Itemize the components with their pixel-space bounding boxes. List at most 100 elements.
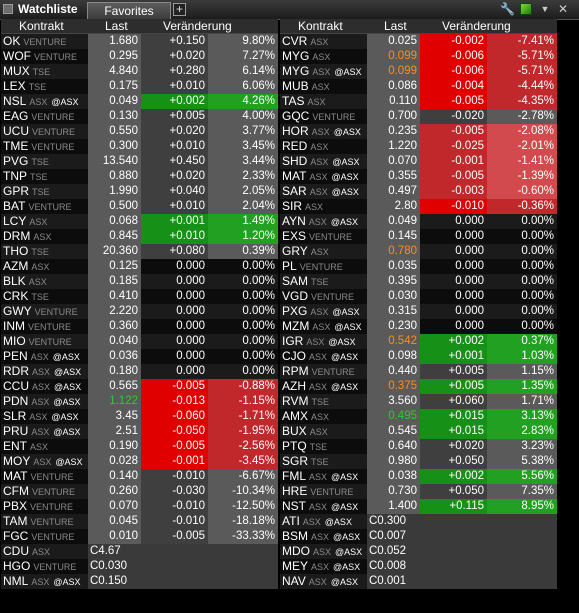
contract-cell[interactable]: BUX ASX xyxy=(280,424,367,439)
table-row[interactable]: NST ASX @ASX 1.400 +0.115 8.95% xyxy=(280,499,557,514)
table-row[interactable]: AYN ASX @ASX 0.049 0.000 0.00% xyxy=(280,214,557,229)
table-row[interactable]: EAG VENTURE 0.130 +0.005 4.00% xyxy=(1,109,278,124)
contract-cell[interactable]: LEX TSE xyxy=(1,79,88,94)
table-row[interactable]: DRM ASX 0.845 +0.010 1.20% xyxy=(1,229,278,244)
table-row[interactable]: MAT ASX @ASX 0.355 -0.005 -1.39% xyxy=(280,169,557,184)
table-row[interactable]: RDR ASX @ASX 0.180 0.000 0.00% xyxy=(1,364,278,379)
contract-cell[interactable]: TAS ASX xyxy=(280,94,367,109)
contract-cell[interactable]: RPM VENTURE xyxy=(280,364,367,379)
table-row[interactable]: CDU ASX C4.67 xyxy=(1,544,278,559)
contract-cell[interactable]: PL VENTURE xyxy=(280,259,367,274)
contract-cell[interactable]: HRE VENTURE xyxy=(280,484,367,499)
contract-cell[interactable]: SGR TSE xyxy=(280,454,367,469)
table-row[interactable]: LCY ASX 0.068 +0.001 1.49% xyxy=(1,214,278,229)
table-row[interactable]: PVG TSE 13.540 +0.450 3.44% xyxy=(1,154,278,169)
contract-cell[interactable]: PVG TSE xyxy=(1,154,88,169)
contract-cell[interactable]: LCY ASX xyxy=(1,214,88,229)
contract-cell[interactable]: SAM TSE xyxy=(280,274,367,289)
contract-cell[interactable]: INM VENTURE xyxy=(1,319,88,334)
contract-cell[interactable]: THO TSE xyxy=(1,244,88,259)
table-row[interactable]: THO TSE 20.360 +0.080 0.39% xyxy=(1,244,278,259)
table-row[interactable]: HOR ASX @ASX 0.235 -0.005 -2.08% xyxy=(280,124,557,139)
table-row[interactable]: RVM TSE 3.560 +0.060 1.71% xyxy=(280,394,557,409)
wrench-icon[interactable]: 🔧 xyxy=(500,2,515,16)
window-menu-icon[interactable] xyxy=(3,4,13,14)
contract-cell[interactable]: AZM ASX xyxy=(1,259,88,274)
contract-cell[interactable]: AMX ASX xyxy=(280,409,367,424)
contract-cell[interactable]: GPR TSE xyxy=(1,184,88,199)
contract-cell[interactable]: RDR ASX @ASX xyxy=(1,364,88,379)
contract-cell[interactable]: PBX VENTURE xyxy=(1,499,88,514)
table-row[interactable]: PEN ASX @ASX 0.036 0.000 0.00% xyxy=(1,349,278,364)
table-row[interactable]: SAR ASX @ASX 0.497 -0.003 -0.60% xyxy=(280,184,557,199)
table-row[interactable]: MOY ASX @ASX 0.028 -0.001 -3.45% xyxy=(1,454,278,469)
table-row[interactable]: CRK TSE 0.410 0.000 0.00% xyxy=(1,289,278,304)
table-row[interactable]: MYG ASX 0.099 -0.006 -5.71% xyxy=(280,49,557,64)
table-row[interactable]: ATI ASX @ASX C0.300 xyxy=(280,514,557,529)
tab-favorites[interactable]: Favorites xyxy=(87,2,171,19)
table-row[interactable]: MUB ASX 0.086 -0.004 -4.44% xyxy=(280,79,557,94)
contract-cell[interactable]: PXG ASX @ASX xyxy=(280,304,367,319)
contract-cell[interactable]: MZM ASX @ASX xyxy=(280,319,367,334)
contract-cell[interactable]: AZH ASX @ASX xyxy=(280,379,367,394)
table-row[interactable]: AZH ASX @ASX 0.375 +0.005 1.35% xyxy=(280,379,557,394)
table-row[interactable]: MUX TSE 4.840 +0.280 6.14% xyxy=(1,64,278,79)
contract-cell[interactable]: MIO VENTURE xyxy=(1,334,88,349)
contract-cell[interactable]: MYG ASX @ASX xyxy=(280,64,367,79)
contract-cell[interactable]: MAT VENTURE xyxy=(1,469,88,484)
table-row[interactable]: MAT VENTURE 0.140 -0.010 -6.67% xyxy=(1,469,278,484)
contract-cell[interactable]: MUB ASX xyxy=(280,79,367,94)
table-row[interactable]: RED ASX 1.220 -0.025 -2.01% xyxy=(280,139,557,154)
close-icon[interactable]: ✕ xyxy=(557,2,569,16)
table-row[interactable]: PTQ TSE 0.640 +0.020 3.23% xyxy=(280,439,557,454)
contract-cell[interactable]: ATI ASX @ASX xyxy=(280,514,367,529)
table-row[interactable]: CCU ASX @ASX 0.565 -0.005 -0.88% xyxy=(1,379,278,394)
table-row[interactable]: CVR ASX 0.025 -0.002 -7.41% xyxy=(280,34,557,49)
table-row[interactable]: HGO VENTURE C0.030 xyxy=(1,559,278,574)
header-contract[interactable]: Kontrakt xyxy=(19,19,64,33)
contract-cell[interactable]: IGR ASX @ASX xyxy=(280,334,367,349)
contract-cell[interactable]: FGC VENTURE xyxy=(1,529,88,544)
contract-cell[interactable]: RED ASX xyxy=(280,139,367,154)
table-row[interactable]: VGD VENTURE 0.030 0.000 0.00% xyxy=(280,289,557,304)
add-tab-button[interactable]: + xyxy=(173,3,186,16)
table-row[interactable]: GWY VENTURE 2.220 0.000 0.00% xyxy=(1,304,278,319)
contract-cell[interactable]: MAT ASX @ASX xyxy=(280,169,367,184)
table-row[interactable]: TME VENTURE 0.300 +0.010 3.45% xyxy=(1,139,278,154)
header-change[interactable]: Veränderung xyxy=(163,19,232,33)
table-row[interactable]: WOF VENTURE 0.295 +0.020 7.27% xyxy=(1,49,278,64)
table-row[interactable]: CJO ASX @ASX 0.098 +0.001 1.03% xyxy=(280,349,557,364)
contract-cell[interactable]: CDU ASX xyxy=(1,544,88,559)
table-row[interactable]: MDO ASX @ASX C0.052 xyxy=(280,544,557,559)
contract-cell[interactable]: BAT VENTURE xyxy=(1,199,88,214)
table-row[interactable]: NML ASX @ASX C0.150 xyxy=(1,574,278,589)
header-change[interactable]: Veränderung xyxy=(442,19,511,33)
contract-cell[interactable]: SAR ASX @ASX xyxy=(280,184,367,199)
contract-cell[interactable]: GWY VENTURE xyxy=(1,304,88,319)
table-row[interactable]: SIR ASX 2.80 -0.010 -0.36% xyxy=(280,199,557,214)
table-row[interactable]: IGR ASX @ASX 0.542 +0.002 0.37% xyxy=(280,334,557,349)
contract-cell[interactable]: MEY ASX @ASX xyxy=(280,559,367,574)
contract-cell[interactable]: BSM ASX @ASX xyxy=(280,529,367,544)
table-row[interactable]: OK VENTURE 1.680 +0.150 9.80% xyxy=(1,34,278,49)
table-row[interactable]: CFM VENTURE 0.260 -0.030 -10.34% xyxy=(1,484,278,499)
contract-cell[interactable]: EXS VENTURE xyxy=(280,229,367,244)
table-row[interactable]: SAM TSE 0.395 0.000 0.00% xyxy=(280,274,557,289)
table-row[interactable]: GRY ASX 0.780 0.000 0.00% xyxy=(280,244,557,259)
table-row[interactable]: PRU ASX @ASX 2.51 -0.050 -1.95% xyxy=(1,424,278,439)
table-row[interactable]: BUX ASX 0.545 +0.015 2.83% xyxy=(280,424,557,439)
table-row[interactable]: SLR ASX @ASX 3.45 -0.060 -1.71% xyxy=(1,409,278,424)
table-row[interactable]: HRE VENTURE 0.730 +0.050 7.35% xyxy=(280,484,557,499)
contract-cell[interactable]: TAM VENTURE xyxy=(1,514,88,529)
table-row[interactable]: RPM VENTURE 0.440 +0.005 1.15% xyxy=(280,364,557,379)
contract-cell[interactable]: NAV ASX @ASX xyxy=(280,574,367,589)
table-row[interactable]: TAS ASX 0.110 -0.005 -4.35% xyxy=(280,94,557,109)
contract-cell[interactable]: CJO ASX @ASX xyxy=(280,349,367,364)
contract-cell[interactable]: NST ASX @ASX xyxy=(280,499,367,514)
table-row[interactable]: BLK ASX 0.185 0.000 0.00% xyxy=(1,274,278,289)
contract-cell[interactable]: PRU ASX @ASX xyxy=(1,424,88,439)
chevron-down-icon[interactable]: ▼ xyxy=(540,4,550,14)
contract-cell[interactable]: DRM ASX xyxy=(1,229,88,244)
table-row[interactable]: SGR TSE 0.980 +0.050 5.38% xyxy=(280,454,557,469)
contract-cell[interactable]: SIR ASX xyxy=(280,199,367,214)
